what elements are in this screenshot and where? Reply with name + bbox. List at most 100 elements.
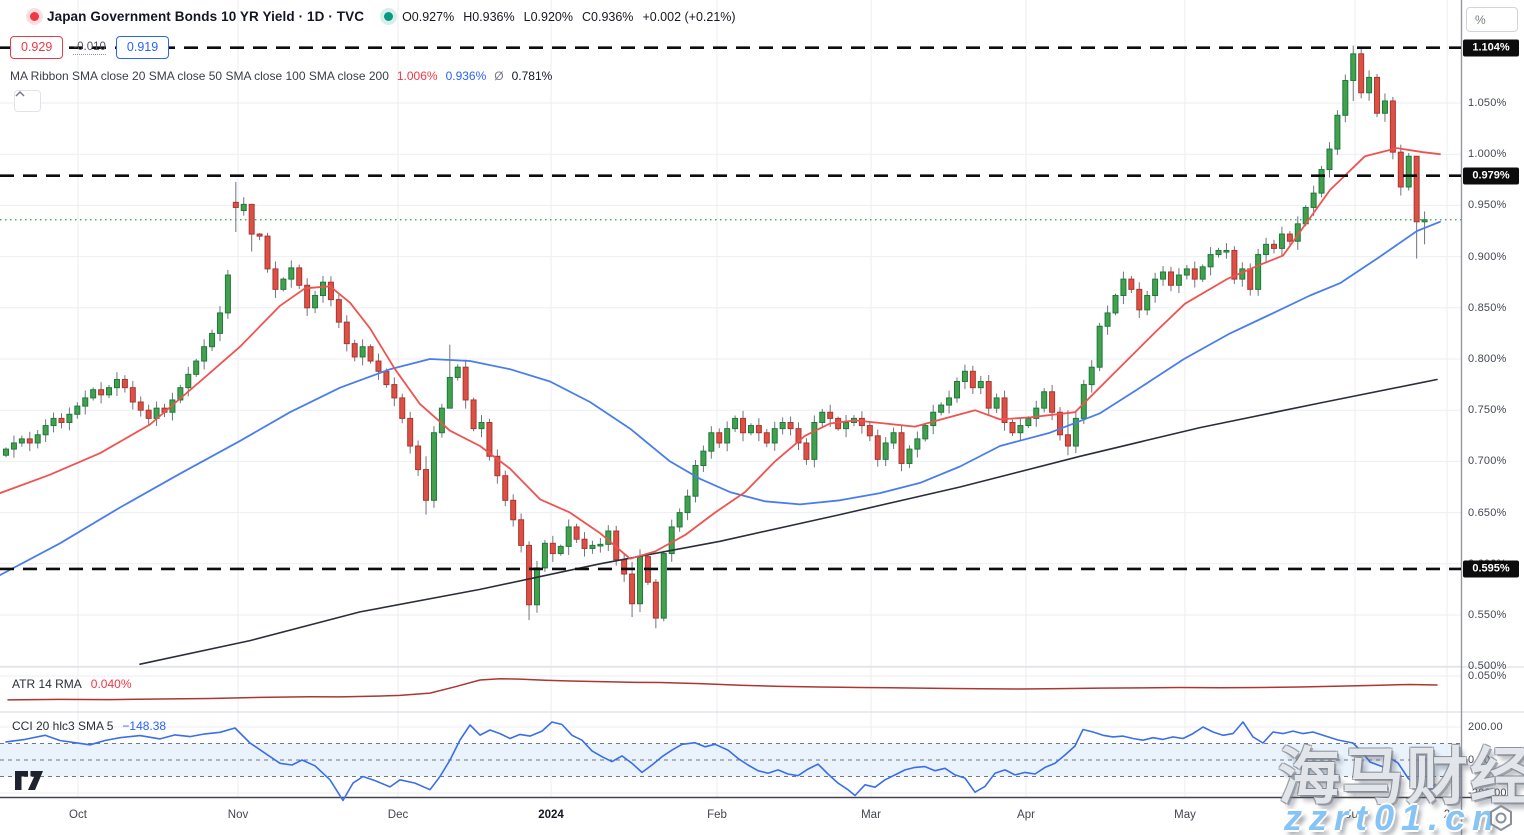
candle-body bbox=[1120, 278, 1127, 297]
candle-body bbox=[1286, 233, 1293, 242]
candle-body bbox=[1247, 268, 1254, 290]
time-tick-label: Nov bbox=[227, 809, 249, 821]
atr-tick-label: 0.050% bbox=[1468, 670, 1507, 682]
candle-body bbox=[351, 343, 358, 358]
candle-body bbox=[1231, 249, 1238, 280]
atr-label[interactable]: ATR 14 RMA bbox=[12, 677, 82, 691]
series-line bbox=[5, 721, 1436, 802]
collapse-legend-button[interactable] bbox=[14, 90, 41, 112]
price-level-badge: 1.104% bbox=[1463, 39, 1519, 57]
candle-body bbox=[716, 432, 723, 444]
candle-body bbox=[1191, 268, 1198, 280]
candle-body bbox=[1112, 295, 1119, 314]
candle-body bbox=[1049, 391, 1056, 413]
candle-body bbox=[1389, 100, 1396, 153]
series-status-dot-icon bbox=[380, 7, 398, 25]
candle-body bbox=[1215, 249, 1222, 256]
candle-body bbox=[446, 376, 453, 409]
price-unit-button[interactable]: % bbox=[1466, 7, 1518, 32]
price-tick-label: 0.800% bbox=[1468, 353, 1507, 365]
candle-body bbox=[526, 544, 533, 606]
candle-body bbox=[740, 417, 747, 434]
candle-body bbox=[423, 469, 430, 501]
candle-body bbox=[256, 233, 263, 237]
candle-body bbox=[1223, 249, 1230, 253]
symbol-legend: Japan Government Bonds 10 YR Yield · 1D … bbox=[26, 7, 736, 25]
symbol-title[interactable]: Japan Government Bonds 10 YR Yield · 1D … bbox=[47, 9, 365, 24]
candle-body bbox=[82, 397, 89, 407]
time-tick-label: May bbox=[1174, 809, 1196, 821]
price-level-badge: 0.979% bbox=[1463, 167, 1519, 185]
candle-body bbox=[755, 425, 762, 434]
candle-body bbox=[454, 366, 461, 378]
candle-body bbox=[343, 321, 350, 345]
candle-body bbox=[874, 435, 881, 460]
cci-tick-label: 200.00 bbox=[1468, 721, 1503, 733]
candle-body bbox=[922, 425, 929, 440]
candle-body bbox=[1001, 397, 1008, 423]
price-tick-label: 0.550% bbox=[1468, 609, 1507, 621]
time-scale[interactable]: Oct Nov Dec 2024 Feb Mar Apr May Jun 2 bbox=[0, 799, 1524, 835]
buy-price-button[interactable]: 0.919 bbox=[115, 36, 170, 59]
ma-ribbon-legend: MA Ribbon SMA close 20 SMA close 50 SMA … bbox=[10, 69, 552, 83]
candle-body bbox=[137, 401, 144, 411]
cci-label[interactable]: CCI 20 hlc3 SMA 5 bbox=[12, 719, 114, 733]
candle-body bbox=[296, 267, 303, 286]
candle-body bbox=[1263, 243, 1270, 256]
candle-body bbox=[1421, 219, 1428, 223]
candle-body bbox=[216, 312, 223, 334]
candle-body bbox=[113, 378, 120, 389]
candle-body bbox=[811, 421, 818, 460]
sell-price-button[interactable]: 0.929 bbox=[10, 36, 64, 59]
candle-body bbox=[312, 295, 319, 309]
time-tick-label: Apr bbox=[1017, 809, 1035, 821]
candle-body bbox=[1025, 417, 1032, 427]
candle-body bbox=[34, 434, 41, 444]
candle-body bbox=[779, 421, 786, 430]
candle-body bbox=[787, 421, 794, 430]
candle-body bbox=[541, 542, 548, 569]
candle-body bbox=[359, 346, 366, 358]
atr-legend: ATR 14 RMA 0.040% bbox=[12, 677, 132, 691]
time-tick-label: 2024 bbox=[538, 809, 564, 821]
candle-body bbox=[977, 381, 984, 389]
candle-body bbox=[985, 381, 992, 409]
candle-body bbox=[26, 438, 33, 444]
price-tick-label: 0.850% bbox=[1468, 301, 1507, 314]
ma-ribbon-label[interactable]: MA Ribbon SMA close 20 SMA close 50 SMA … bbox=[10, 69, 389, 83]
price-tick-label: 0.500% bbox=[1468, 660, 1507, 673]
candle-body bbox=[589, 544, 596, 549]
candle-body bbox=[66, 413, 73, 423]
candle-body bbox=[1199, 266, 1206, 280]
candle-body bbox=[320, 281, 326, 297]
candle-body bbox=[248, 203, 255, 235]
candle-body bbox=[581, 538, 588, 549]
candle-body bbox=[827, 411, 834, 419]
candle-body bbox=[383, 370, 390, 386]
candle-body bbox=[652, 581, 659, 619]
candle-body bbox=[732, 417, 739, 430]
ma20-value: 1.006% bbox=[396, 69, 438, 83]
candle-body bbox=[1160, 271, 1167, 280]
candle-body bbox=[510, 499, 517, 521]
time-tick-label: Oct bbox=[69, 809, 87, 821]
candle-body bbox=[637, 556, 643, 605]
candle-body bbox=[708, 432, 715, 452]
candle-body bbox=[843, 421, 850, 430]
candle-body bbox=[1381, 100, 1388, 114]
price-tick-label: 1.000% bbox=[1468, 148, 1507, 161]
candle-body bbox=[240, 203, 247, 212]
candle-body bbox=[438, 407, 445, 434]
candle-body bbox=[185, 373, 192, 389]
price-tick-label: 0.900% bbox=[1468, 250, 1507, 263]
price-scale[interactable]: 1.050% 1.000% 0.950% 0.900% 0.850% 0.800% 0.75… bbox=[1462, 0, 1524, 799]
spread-label[interactable]: -0.010 bbox=[73, 40, 106, 55]
candle-body bbox=[1413, 155, 1420, 223]
candle-body bbox=[121, 378, 128, 389]
candle-body bbox=[415, 445, 422, 471]
candle-body bbox=[18, 438, 25, 444]
candle-body bbox=[1017, 425, 1024, 434]
cci-tick-label: 0.00 bbox=[1468, 754, 1491, 766]
candle-body bbox=[1128, 278, 1135, 290]
